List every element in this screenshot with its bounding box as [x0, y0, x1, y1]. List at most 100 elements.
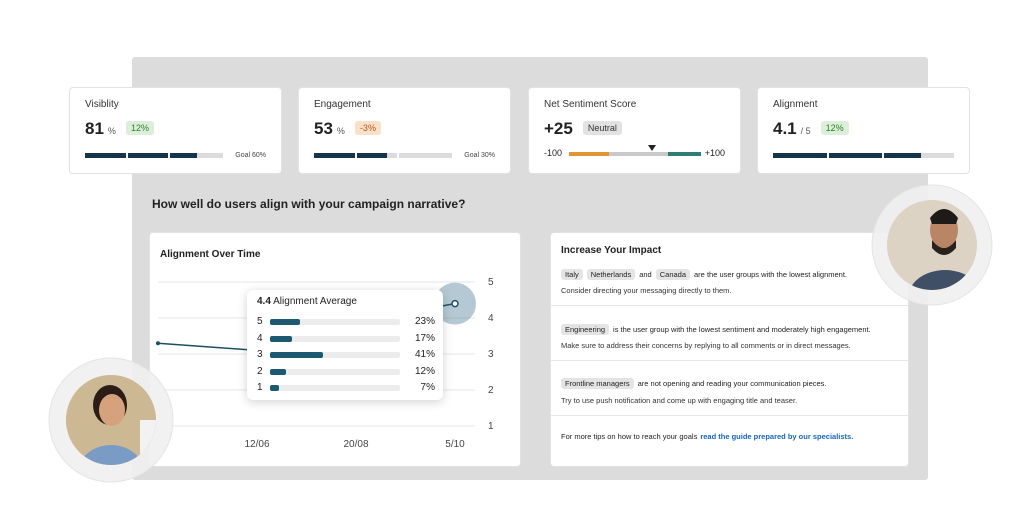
divider — [551, 360, 908, 361]
status-badge: Neutral — [582, 121, 622, 135]
y-tick-label: 4 — [488, 313, 494, 324]
dist-bar — [270, 368, 286, 375]
change-badge: 12% — [125, 121, 154, 135]
x-tick-label: 20/08 — [343, 439, 368, 450]
dist-track — [270, 368, 400, 375]
range-min: -100 — [544, 148, 563, 158]
y-tick-label: 3 — [488, 349, 494, 360]
dist-value: 23% — [414, 316, 435, 327]
group-tag: Netherlands — [586, 269, 636, 280]
divider — [551, 305, 908, 306]
insight-text: Engineering is the user group with the lo… — [561, 324, 875, 335]
x-tick-label: 12/06 — [244, 439, 269, 450]
chart-title: Alignment Over Time — [160, 249, 261, 260]
dist-value: 41% — [414, 349, 435, 360]
group-tag: Italy — [561, 269, 583, 280]
progress-track — [85, 153, 223, 158]
progress-track — [314, 153, 452, 158]
dist-value: 17% — [414, 332, 435, 344]
tooltip-value: 4.4 — [257, 296, 271, 307]
kpi-number: 53 — [314, 119, 333, 138]
sentiment-scale — [569, 145, 701, 156]
segment-gap — [827, 153, 830, 158]
guide-link[interactable]: read the guide prepared by our specialis… — [700, 432, 854, 441]
insight-note: Make sure to address their concerns by r… — [561, 341, 851, 350]
segment-gap — [396, 153, 399, 158]
section-question: How well do users align with your campai… — [152, 197, 466, 211]
kpi-value: 4.1/ 5 12% — [773, 119, 849, 139]
kpi-unit: % — [107, 126, 116, 136]
dist-bar — [270, 319, 300, 325]
scale-positive — [668, 152, 701, 156]
kpi-card: Visiblity 81% 12% Goal 60% — [69, 87, 282, 174]
kpi-card: Engagement 53% -3% Goal 30% — [298, 87, 511, 174]
dist-bar — [270, 335, 293, 342]
kpi-value: 81% 12% — [85, 119, 154, 139]
kpi-card: Net Sentiment Score +25 Neutral -100 +100 — [528, 87, 741, 174]
footer-text: For more tips on how to reach your goals — [561, 432, 698, 441]
insight-phrase: are not opening and reading your communi… — [637, 379, 827, 388]
avatar-photo — [48, 357, 174, 483]
segment-gap — [881, 153, 884, 158]
dist-bar — [270, 352, 324, 358]
dist-label: 1 — [257, 382, 263, 393]
insight-text: Italy Netherlands and Canada are the user gr… — [561, 269, 851, 280]
insights-card: Increase Your Impact Italy Netherlands and… — [550, 232, 909, 467]
kpi-label: Engagement — [314, 99, 371, 110]
kpi-number: 81 — [85, 119, 104, 138]
group-tag: Frontline managers — [561, 378, 634, 389]
segment-gap — [126, 153, 129, 158]
progress-fill — [314, 153, 388, 158]
progress-track — [773, 153, 954, 158]
insight-phrase: and — [639, 270, 652, 279]
divider — [551, 415, 908, 416]
segment-gap — [355, 153, 358, 158]
insight-phrase: is the user group with the lowest sentim… — [613, 325, 871, 334]
insights-footer: For more tips on how to reach your goals… — [561, 432, 853, 441]
dist-value: 12% — [414, 365, 435, 377]
dist-track — [270, 352, 400, 358]
insight-note: Try to use push notification and come up… — [561, 396, 798, 405]
insight-text: Frontline managers are not opening and re… — [561, 378, 831, 389]
kpi-value: +25 Neutral — [544, 119, 622, 139]
dist-value: 7% — [420, 382, 435, 393]
scale-negative — [569, 152, 609, 156]
kpi-card: Alignment 4.1/ 5 12% — [757, 87, 970, 174]
goal-label: Goal 60% — [235, 152, 266, 159]
kpi-unit: % — [336, 126, 345, 136]
y-tick-label: 5 — [488, 277, 494, 288]
dist-label: 3 — [257, 349, 263, 360]
group-tag: Canada — [655, 269, 691, 280]
y-tick-label: 1 — [488, 421, 494, 432]
avatar-photo — [871, 184, 993, 306]
kpi-number: 4.1 — [773, 119, 797, 138]
goal-label: Goal 30% — [464, 152, 495, 159]
score-marker — [647, 145, 656, 151]
insight-phrase: are the user groups with the lowest alig… — [694, 270, 848, 279]
kpi-unit: / 5 — [800, 126, 811, 136]
data-point — [451, 299, 459, 308]
kpi-label: Alignment — [773, 99, 818, 110]
dist-label: 2 — [257, 365, 263, 377]
y-tick-label: 2 — [488, 385, 494, 396]
dist-track — [270, 385, 400, 391]
insight-note: Consider directing your messaging direct… — [561, 286, 732, 295]
x-tick-label: 5/10 — [445, 439, 465, 450]
kpi-number: +25 — [544, 119, 573, 138]
kpi-value: 53% -3% — [314, 119, 381, 139]
data-point — [156, 341, 160, 346]
dist-track — [270, 319, 400, 325]
group-tag: Engineering — [561, 324, 610, 335]
change-badge: -3% — [354, 121, 381, 135]
tooltip-label: Alignment Average — [273, 296, 357, 307]
dist-bar — [270, 385, 280, 391]
kpi-label: Net Sentiment Score — [544, 99, 637, 110]
kpi-label: Visiblity — [85, 99, 119, 110]
change-badge: 12% — [820, 121, 849, 135]
progress-fill — [85, 153, 197, 158]
range-max: +100 — [704, 148, 725, 158]
dist-track — [270, 335, 400, 342]
dist-label: 5 — [257, 316, 263, 327]
